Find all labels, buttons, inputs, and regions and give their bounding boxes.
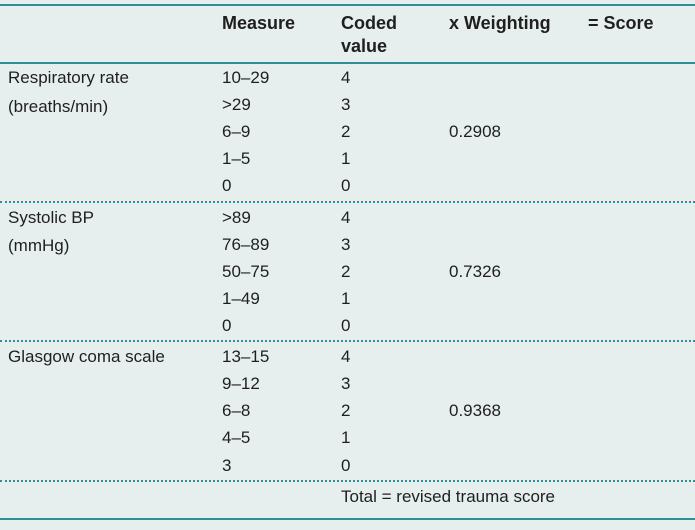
section-label: Systolic BP <box>8 208 94 227</box>
coded-cell: 0 <box>341 176 351 195</box>
table-top-rule <box>0 4 695 6</box>
coded-cell: 2 <box>341 262 351 281</box>
measure-cell: 76–89 <box>222 235 270 254</box>
weighting-cell: 0.7326 <box>449 262 501 281</box>
coded-cell: 2 <box>341 122 351 141</box>
header-measure: Measure <box>222 13 296 33</box>
total-label: Total = revised trauma score <box>341 487 556 506</box>
measure-cell: 4–5 <box>222 428 251 447</box>
measure-cell: >29 <box>222 95 251 114</box>
coded-cell: 1 <box>341 428 351 447</box>
section-divider <box>0 201 695 203</box>
coded-cell: 1 <box>341 289 351 308</box>
weighting-cell: 0.9368 <box>449 401 501 420</box>
section-divider <box>0 480 695 482</box>
section-label-unit: (breaths/min) <box>8 97 109 116</box>
measure-cell: 50–75 <box>222 262 270 281</box>
coded-cell: 3 <box>341 95 351 114</box>
header-bottom-rule <box>0 62 695 64</box>
measure-cell: 9–12 <box>222 374 260 393</box>
header-weighting: x Weighting <box>449 13 551 33</box>
coded-cell: 4 <box>341 347 351 366</box>
coded-cell: 1 <box>341 149 351 168</box>
measure-cell: 6–9 <box>222 122 251 141</box>
measure-cell: 1–49 <box>222 289 260 308</box>
weighting-cell: 0.2908 <box>449 122 501 141</box>
measure-cell: 13–15 <box>222 347 270 366</box>
coded-cell: 0 <box>341 456 351 475</box>
measure-cell: 0 <box>222 176 232 195</box>
header-coded-value: Coded value <box>341 13 397 56</box>
measure-cell: 10–29 <box>222 68 270 87</box>
measure-cell: 0 <box>222 316 232 335</box>
header-score: = Score <box>588 13 654 33</box>
section-divider <box>0 340 695 342</box>
measure-cell: 3 <box>222 456 232 475</box>
coded-cell: 0 <box>341 316 351 335</box>
measure-cell: 1–5 <box>222 149 251 168</box>
measure-cell: 6–8 <box>222 401 251 420</box>
table-bottom-rule <box>0 518 695 520</box>
coded-cell: 3 <box>341 374 351 393</box>
section-label: Respiratory rate <box>8 68 129 87</box>
section-label-unit: (mmHg) <box>8 236 70 255</box>
coded-cell: 4 <box>341 68 351 87</box>
coded-cell: 2 <box>341 401 351 420</box>
section-label: Glasgow coma scale <box>8 347 165 366</box>
measure-cell: >89 <box>222 208 251 227</box>
coded-cell: 3 <box>341 235 351 254</box>
coded-cell: 4 <box>341 208 351 227</box>
